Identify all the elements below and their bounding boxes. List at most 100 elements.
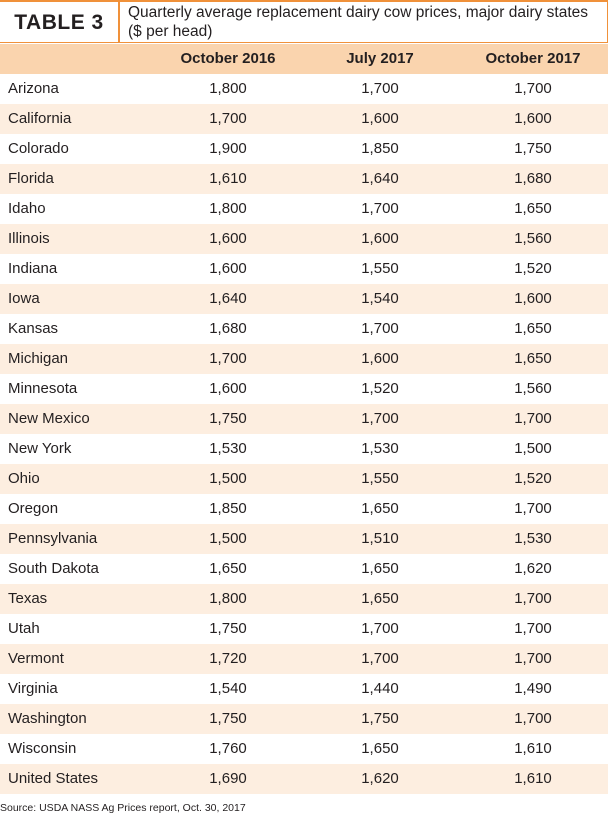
price-cell: 1,490 xyxy=(514,680,552,697)
price-cell: 1,530 xyxy=(361,440,399,457)
state-name: Ohio xyxy=(8,470,40,487)
price-cell: 1,680 xyxy=(209,320,247,337)
state-name: United States xyxy=(8,770,99,787)
table-row: Virginia 1,540 1,440 1,490 xyxy=(0,674,608,704)
table-row: Florida 1,610 1,640 1,680 xyxy=(0,164,608,194)
price-cell: 1,440 xyxy=(361,680,399,697)
price-cell: 1,700 xyxy=(209,110,247,127)
price-cell: 1,610 xyxy=(514,770,552,787)
column-header: July 2017 xyxy=(346,50,414,67)
price-cell: 1,520 xyxy=(361,380,399,397)
price-cell: 1,650 xyxy=(361,560,399,577)
price-cell: 1,800 xyxy=(209,200,247,217)
state-name: South Dakota xyxy=(8,560,99,577)
price-cell: 1,680 xyxy=(514,170,552,187)
table-header: TABLE 3 Quarterly average replacement da… xyxy=(0,0,608,43)
table-row: Michigan 1,700 1,600 1,650 xyxy=(0,344,608,374)
price-cell: 1,650 xyxy=(361,740,399,757)
price-cell: 1,520 xyxy=(514,260,552,277)
price-cell: 1,500 xyxy=(514,440,552,457)
state-name: New York xyxy=(8,440,72,457)
price-cell: 1,700 xyxy=(361,200,399,217)
price-cell: 1,700 xyxy=(514,590,552,607)
state-name: Kansas xyxy=(8,320,59,337)
state-name: Colorado xyxy=(8,140,69,157)
price-cell: 1,700 xyxy=(514,650,552,667)
state-name: Virginia xyxy=(8,680,58,697)
price-cell: 1,900 xyxy=(209,140,247,157)
price-cell: 1,700 xyxy=(514,710,552,727)
price-cell: 1,800 xyxy=(209,80,247,97)
price-cell: 1,700 xyxy=(361,620,399,637)
state-name: Wisconsin xyxy=(8,740,77,757)
state-name: Washington xyxy=(8,710,87,727)
state-name: Idaho xyxy=(8,200,46,217)
price-cell: 1,600 xyxy=(361,350,399,367)
price-cell: 1,520 xyxy=(514,470,552,487)
price-cell: 1,750 xyxy=(361,710,399,727)
table-row: California 1,700 1,600 1,600 xyxy=(0,104,608,134)
table-row: Colorado 1,900 1,850 1,750 xyxy=(0,134,608,164)
price-cell: 1,550 xyxy=(361,470,399,487)
table-row: Washington 1,750 1,750 1,700 xyxy=(0,704,608,734)
state-name: Pennsylvania xyxy=(8,530,98,547)
table-row: Idaho 1,800 1,700 1,650 xyxy=(0,194,608,224)
state-name: Indiana xyxy=(8,260,58,277)
table-title: Quarterly average replacement dairy cow … xyxy=(128,4,589,40)
price-cell: 1,700 xyxy=(514,500,552,517)
price-cell: 1,750 xyxy=(209,710,247,727)
table-row: Iowa 1,640 1,540 1,600 xyxy=(0,284,608,314)
price-cell: 1,650 xyxy=(514,200,552,217)
price-cell: 1,500 xyxy=(209,530,247,547)
price-cell: 1,750 xyxy=(514,140,552,157)
price-cell: 1,690 xyxy=(209,770,247,787)
price-cell: 1,530 xyxy=(514,530,552,547)
state-name: Iowa xyxy=(8,290,40,307)
price-cell: 1,700 xyxy=(361,650,399,667)
price-cell: 1,530 xyxy=(209,440,247,457)
price-cell: 1,700 xyxy=(514,620,552,637)
price-cell: 1,560 xyxy=(514,230,552,247)
price-cell: 1,560 xyxy=(514,380,552,397)
state-name: Michigan xyxy=(8,350,69,367)
price-cell: 1,540 xyxy=(209,680,247,697)
table-row: Vermont 1,720 1,700 1,700 xyxy=(0,644,608,674)
table-row: Indiana 1,600 1,550 1,520 xyxy=(0,254,608,284)
state-name: Utah xyxy=(8,620,40,637)
price-cell: 1,750 xyxy=(209,620,247,637)
state-name: California xyxy=(8,110,72,127)
price-cell: 1,600 xyxy=(209,260,247,277)
price-cell: 1,700 xyxy=(361,410,399,427)
table-row: Illinois 1,600 1,600 1,560 xyxy=(0,224,608,254)
price-cell: 1,800 xyxy=(209,590,247,607)
state-name: Minnesota xyxy=(8,380,78,397)
table-row: Arizona 1,800 1,700 1,700 xyxy=(0,74,608,104)
table-row: Oregon 1,850 1,650 1,700 xyxy=(0,494,608,524)
table-row: Pennsylvania 1,500 1,510 1,530 xyxy=(0,524,608,554)
table-row: New York 1,530 1,530 1,500 xyxy=(0,434,608,464)
price-cell: 1,650 xyxy=(361,590,399,607)
table-row: Kansas 1,680 1,700 1,650 xyxy=(0,314,608,344)
price-cell: 1,600 xyxy=(361,230,399,247)
price-cell: 1,700 xyxy=(514,80,552,97)
price-cell: 1,640 xyxy=(209,290,247,307)
price-cell: 1,550 xyxy=(361,260,399,277)
state-name: Illinois xyxy=(8,230,50,247)
table-row: South Dakota 1,650 1,650 1,620 xyxy=(0,554,608,584)
price-cell: 1,700 xyxy=(361,80,399,97)
price-cell: 1,510 xyxy=(361,530,399,547)
price-cell: 1,760 xyxy=(209,740,247,757)
table-row: Ohio 1,500 1,550 1,520 xyxy=(0,464,608,494)
price-cell: 1,700 xyxy=(361,320,399,337)
price-cell: 1,640 xyxy=(361,170,399,187)
state-name: Florida xyxy=(8,170,54,187)
price-cell: 1,600 xyxy=(361,110,399,127)
price-cell: 1,600 xyxy=(209,230,247,247)
state-name: Oregon xyxy=(8,500,59,517)
table-row: Texas 1,800 1,650 1,700 xyxy=(0,584,608,614)
table-row: New Mexico 1,750 1,700 1,700 xyxy=(0,404,608,434)
state-name: New Mexico xyxy=(8,410,90,427)
table-row: United States 1,690 1,620 1,610 xyxy=(0,764,608,794)
price-cell: 1,650 xyxy=(514,350,552,367)
